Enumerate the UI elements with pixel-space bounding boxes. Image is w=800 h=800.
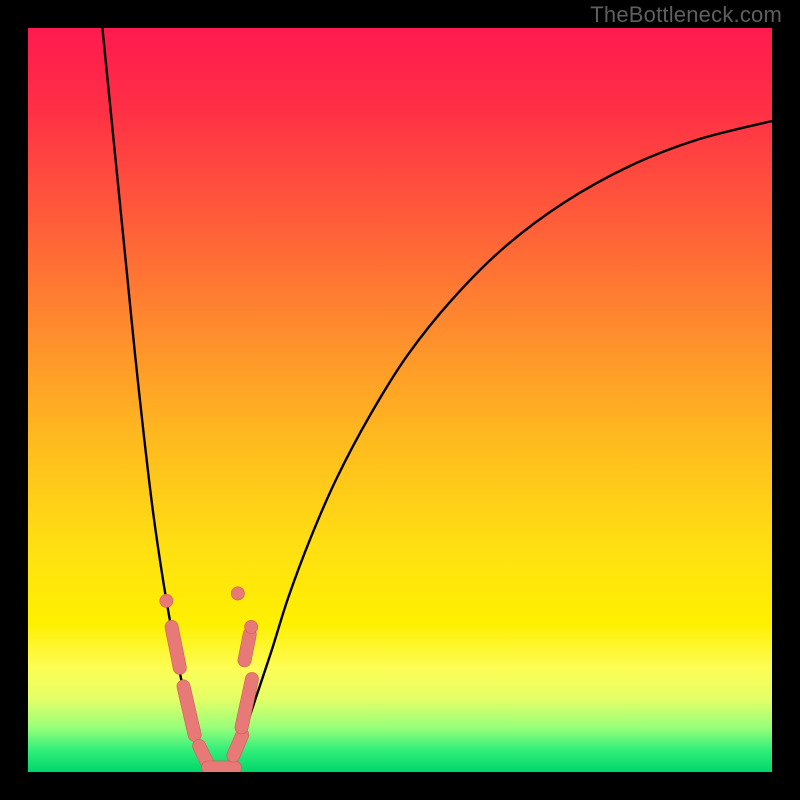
plot-area [28, 28, 772, 772]
datapoint-pill [233, 735, 242, 756]
datapoints-group [159, 587, 258, 768]
chart-svg [28, 28, 772, 772]
datapoint-circle [160, 595, 173, 608]
watermark-text: TheBottleneck.com [590, 2, 782, 28]
datapoint-circle [232, 587, 245, 600]
curve-right [218, 121, 772, 772]
datapoint-pill [183, 686, 194, 734]
curve-left [102, 28, 217, 772]
datapoint-pill [242, 679, 252, 727]
datapoint-circle [245, 621, 258, 634]
datapoint-pill [172, 627, 180, 668]
chart-frame: TheBottleneck.com [0, 0, 800, 800]
datapoint-pill [245, 634, 250, 660]
